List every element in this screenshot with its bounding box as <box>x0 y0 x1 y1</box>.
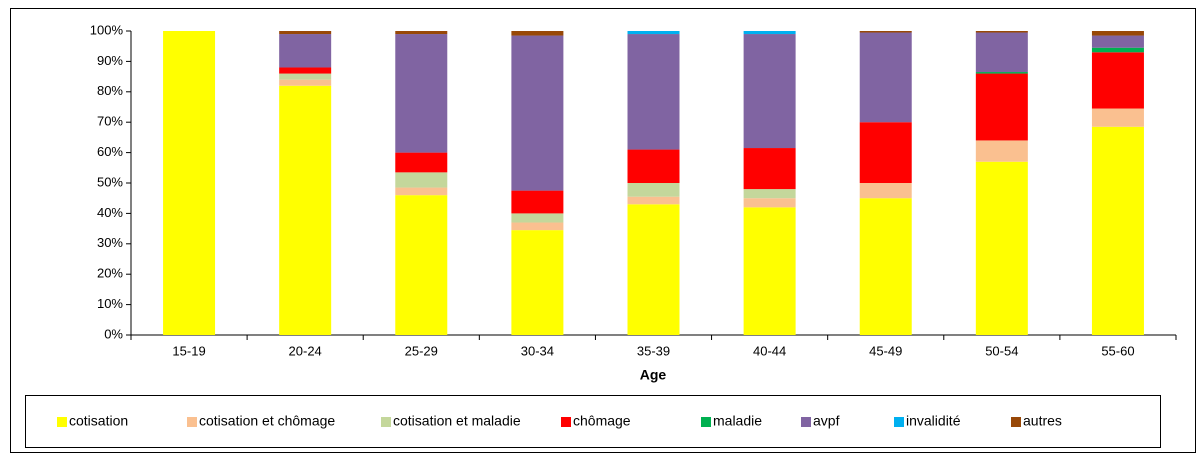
x-tick-label: 30-34 <box>521 343 554 358</box>
bar-segment <box>1091 35 1144 48</box>
legend-label: maladie <box>713 413 762 429</box>
x-tick-label: 40-44 <box>753 343 786 358</box>
y-tick-label: 70% <box>97 114 123 129</box>
bar-segment <box>395 31 448 35</box>
x-tick-label: 55-60 <box>1101 343 1134 358</box>
legend-swatch <box>561 417 571 427</box>
chart-frame <box>10 8 1196 453</box>
bar-segment <box>975 72 1028 74</box>
y-tick-label: 60% <box>97 144 123 159</box>
bar-segment <box>743 189 796 199</box>
bar-segment <box>627 149 680 183</box>
y-tick-label: 10% <box>97 296 123 311</box>
legend-swatch <box>57 417 67 427</box>
bar-segment <box>279 85 332 335</box>
bar-segment <box>395 34 448 153</box>
legend-swatch <box>1011 417 1021 427</box>
x-tick-label: 15-19 <box>172 343 205 358</box>
y-tick-label: 30% <box>97 235 123 250</box>
x-tick-label: 50-54 <box>985 343 1018 358</box>
legend-label: cotisation <box>69 413 128 429</box>
bar-segment <box>395 187 448 196</box>
legend-swatch <box>381 417 391 427</box>
bar-segment <box>627 183 680 197</box>
y-tick-label: 100% <box>90 22 124 37</box>
bar-segment <box>859 122 912 183</box>
bar-segment <box>743 34 796 149</box>
bar-segment <box>627 196 680 205</box>
legend-label: avpf <box>813 413 840 429</box>
y-tick-label: 50% <box>97 174 123 189</box>
bar-segment <box>1091 52 1144 109</box>
legend-label: cotisation et chômage <box>199 413 335 429</box>
bar-segment <box>859 198 912 335</box>
bar-segment <box>743 148 796 190</box>
bar-segment <box>975 161 1028 335</box>
legend-swatch <box>801 417 811 427</box>
bar-segment <box>1091 31 1144 36</box>
x-tick-label: 45-49 <box>869 343 902 358</box>
bar-segment <box>1091 126 1144 335</box>
bar-segment <box>859 32 912 123</box>
bar-segment <box>975 32 1028 73</box>
bar-segment <box>1091 108 1144 127</box>
bar-segment <box>511 213 564 223</box>
legend-label: autres <box>1023 413 1062 429</box>
bar-segment <box>279 67 332 74</box>
legend-swatch <box>187 417 197 427</box>
bar-segment <box>511 222 564 231</box>
legend-label: invalidité <box>906 413 961 429</box>
y-tick-label: 40% <box>97 205 123 220</box>
y-tick-label: 0% <box>104 326 123 341</box>
bar-segment <box>975 140 1028 162</box>
bar-segment <box>511 230 564 335</box>
x-tick-label: 20-24 <box>289 343 322 358</box>
y-tick-label: 80% <box>97 83 123 98</box>
bar-segment <box>511 190 564 214</box>
x-tick-label: 35-39 <box>637 343 670 358</box>
y-tick-label: 90% <box>97 53 123 68</box>
bar-segment <box>1091 47 1144 53</box>
bar-segment <box>975 31 1028 33</box>
legend-label: cotisation et maladie <box>393 413 521 429</box>
bar-segment <box>395 172 448 188</box>
bar-segment <box>511 35 564 191</box>
bar-segment <box>627 34 680 150</box>
bar-segment <box>627 204 680 335</box>
bar-segment <box>859 31 912 33</box>
legend-label: chômage <box>573 413 631 429</box>
x-tick-label: 25-29 <box>405 343 438 358</box>
bar-segment <box>859 183 912 199</box>
bar-segment <box>743 31 796 35</box>
y-tick-label: 20% <box>97 266 123 281</box>
bar-segment <box>279 34 332 68</box>
legend-box <box>25 395 1161 448</box>
bar-segment <box>975 73 1028 141</box>
bar-segment <box>395 152 448 173</box>
x-axis-title: Age <box>640 367 667 383</box>
bar-segment <box>395 195 448 335</box>
legend-swatch <box>701 417 711 427</box>
bar-segment <box>279 73 332 80</box>
bar-segment <box>743 198 796 208</box>
bar-segment <box>627 31 680 35</box>
bar-segment <box>511 31 564 36</box>
bar-segment <box>163 31 216 335</box>
bar-segment <box>279 79 332 86</box>
bar-segment <box>279 31 332 35</box>
legend-swatch <box>894 417 904 427</box>
bar-segment <box>743 207 796 335</box>
